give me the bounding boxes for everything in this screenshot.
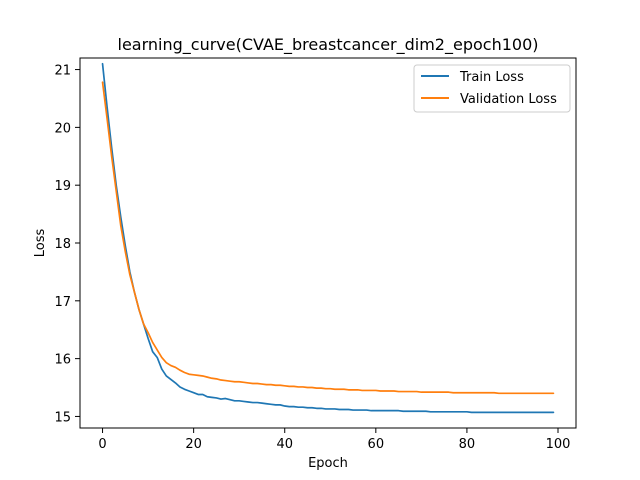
x-axis-ticks: 0 20 40 60 80 100: [98, 428, 570, 452]
x-tick-label-20: 20: [185, 437, 202, 452]
y-tick-label-17: 17: [54, 295, 71, 310]
series-line-validation-loss: [101, 81, 555, 395]
y-axis-label: Loss: [33, 229, 48, 258]
legend-label-validation-loss: Validation Loss: [460, 92, 557, 107]
y-tick-label-20: 20: [54, 121, 71, 136]
y-tick-label-21: 21: [54, 64, 71, 79]
legend: Train Loss Validation Loss: [413, 64, 571, 113]
x-tick-label-0: 0: [98, 437, 106, 452]
x-tick-label-80: 80: [459, 437, 476, 452]
x-tick-label-60: 60: [368, 437, 385, 452]
x-axis-label: Epoch: [308, 456, 348, 471]
y-tick-label-18: 18: [54, 237, 71, 252]
x-tick-label-100: 100: [546, 437, 571, 452]
y-tick-label-15: 15: [54, 410, 71, 425]
y-tick-label-16: 16: [54, 353, 71, 368]
chart-title: learning_curve(CVAE_breastcancer_dim2_ep…: [118, 35, 539, 55]
x-tick-label-40: 40: [276, 437, 293, 452]
legend-box: [413, 64, 571, 113]
y-tick-label-19: 19: [54, 179, 71, 194]
series-line-train-loss: [101, 62, 555, 414]
legend-label-train-loss: Train Loss: [459, 70, 524, 85]
series-layer: [101, 62, 555, 414]
y-axis-ticks: 15 16 17 18 19 20 21: [54, 64, 80, 425]
